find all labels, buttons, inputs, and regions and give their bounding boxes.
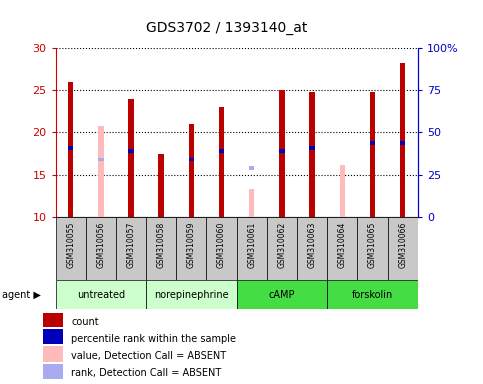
Bar	[43, 312, 63, 327]
Bar	[297, 217, 327, 280]
Bar	[279, 149, 284, 153]
Text: GSM310056: GSM310056	[96, 222, 105, 268]
Bar	[146, 280, 237, 309]
Text: rank, Detection Call = ABSENT: rank, Detection Call = ABSENT	[71, 368, 221, 379]
Bar	[68, 82, 73, 217]
Text: GSM310062: GSM310062	[277, 222, 286, 268]
Bar	[207, 217, 237, 280]
Text: forskolin: forskolin	[352, 290, 393, 300]
Bar	[400, 63, 405, 217]
Bar	[98, 157, 103, 161]
Bar	[310, 92, 315, 217]
Text: GSM310063: GSM310063	[308, 222, 317, 268]
Text: untreated: untreated	[77, 290, 125, 300]
Bar	[219, 149, 224, 153]
Bar	[158, 154, 164, 217]
Bar	[43, 346, 63, 362]
Bar	[219, 107, 224, 217]
Text: GSM310058: GSM310058	[156, 222, 166, 268]
Text: cAMP: cAMP	[269, 290, 295, 300]
Bar	[116, 217, 146, 280]
Bar	[340, 165, 345, 217]
Bar	[68, 146, 73, 150]
Bar	[43, 329, 63, 344]
Text: count: count	[71, 316, 99, 327]
Bar	[267, 217, 297, 280]
Bar	[176, 217, 207, 280]
Bar	[327, 217, 357, 280]
Bar	[370, 92, 375, 217]
Bar	[310, 146, 315, 150]
Bar	[56, 217, 86, 280]
Text: GSM310055: GSM310055	[66, 222, 75, 268]
Text: GSM310066: GSM310066	[398, 222, 407, 268]
Text: GSM310061: GSM310061	[247, 222, 256, 268]
Text: GSM310064: GSM310064	[338, 222, 347, 268]
Text: GDS3702 / 1393140_at: GDS3702 / 1393140_at	[146, 21, 308, 35]
Bar	[43, 364, 63, 379]
Bar	[237, 280, 327, 309]
Text: agent ▶: agent ▶	[2, 290, 41, 300]
Bar	[56, 280, 146, 309]
Bar	[249, 166, 255, 170]
Text: GSM310060: GSM310060	[217, 222, 226, 268]
Bar	[189, 157, 194, 161]
Bar	[128, 99, 134, 217]
Bar	[370, 141, 375, 144]
Bar	[327, 280, 418, 309]
Text: percentile rank within the sample: percentile rank within the sample	[71, 334, 236, 344]
Bar	[128, 149, 134, 153]
Text: value, Detection Call = ABSENT: value, Detection Call = ABSENT	[71, 351, 226, 361]
Bar	[249, 189, 255, 217]
Bar	[98, 126, 103, 217]
Bar	[86, 217, 116, 280]
Text: GSM310059: GSM310059	[187, 222, 196, 268]
Bar	[357, 217, 388, 280]
Bar	[237, 217, 267, 280]
Text: norepinephrine: norepinephrine	[154, 290, 229, 300]
Bar	[400, 141, 405, 144]
Bar	[388, 217, 418, 280]
Text: GSM310057: GSM310057	[127, 222, 136, 268]
Bar	[189, 124, 194, 217]
Text: GSM310065: GSM310065	[368, 222, 377, 268]
Bar	[146, 217, 176, 280]
Bar	[279, 90, 284, 217]
